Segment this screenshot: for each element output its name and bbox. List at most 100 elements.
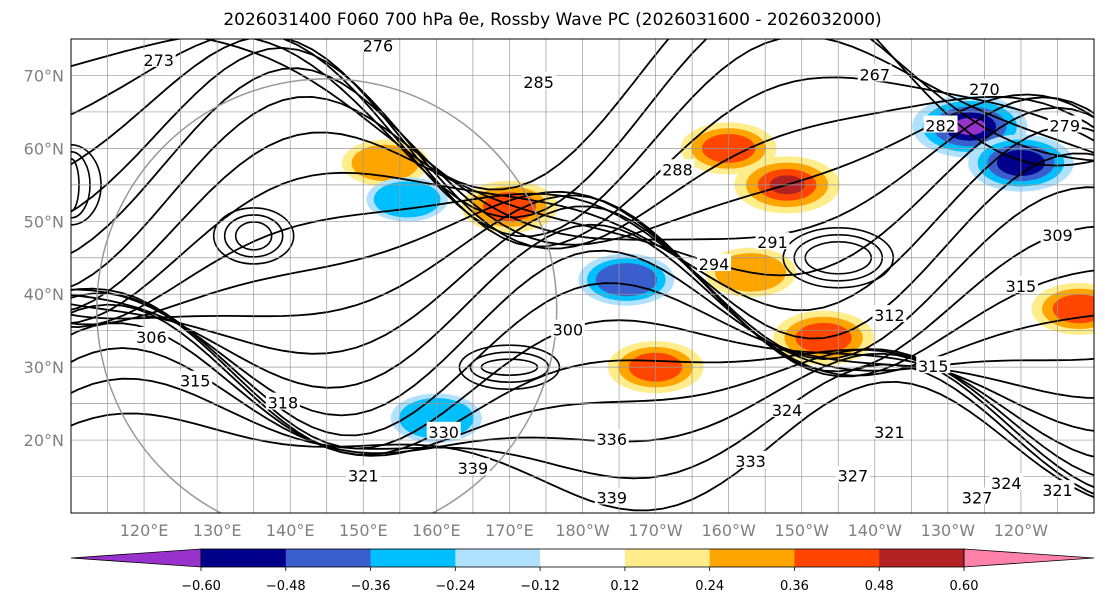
contour-label-29: 321 (348, 467, 379, 486)
contour-label-21: 330 (428, 423, 459, 442)
contour-label-bg (521, 71, 556, 89)
map-frame (70, 38, 1095, 514)
lon-tick-label: 120°W (994, 521, 1049, 540)
contour-label-16: 315 (180, 372, 211, 391)
colorbar-bin-5 (540, 549, 626, 567)
contour-label-8: 291 (757, 233, 788, 252)
lon-tick-label: 140°E (266, 521, 315, 540)
contour-label-bg (660, 159, 695, 177)
colorbar-tick-label: −0.12 (520, 579, 560, 594)
colorbar-bin-8 (794, 549, 880, 567)
contour-label-bg (989, 472, 1024, 490)
colorbar-bin-4 (455, 549, 541, 567)
contour-label-bg (426, 421, 461, 439)
contour-labels: 273 276 285 267 270 282 279 288 291 294 309 315 300 3… (134, 36, 1082, 507)
lon-tick-label: 130°W (921, 521, 976, 540)
contour-label-25: 339 (596, 488, 627, 507)
colorbar-tick-label: −0.36 (351, 579, 391, 594)
contour-label-bg (1040, 224, 1075, 242)
negative-anomaly-3-level-2 (595, 263, 657, 297)
theta-e-contour-3 (71, 322, 1094, 477)
colorbar-tick-label: 0.36 (780, 579, 809, 594)
contour-label-bg (835, 465, 870, 483)
colorbar-tick-label: −0.24 (435, 579, 475, 594)
colorbar-bin-1 (201, 549, 287, 567)
contour-label-bg (550, 319, 585, 337)
positive-anomaly-7-level-2 (1052, 294, 1094, 324)
contour-label-bg (1040, 480, 1075, 498)
theta-e-contour-12 (71, 152, 1094, 340)
lon-tick-label: 140°W (848, 521, 903, 540)
contour-label-bg (1047, 115, 1082, 133)
contour-label-28: 321 (1042, 481, 1073, 500)
contour-label-bg (134, 326, 169, 344)
colorbar-tick-label: 0.48 (865, 579, 894, 594)
lat-tick-label: 60°N (24, 139, 64, 158)
contour-label-17: 318 (268, 394, 299, 413)
graticule (71, 39, 1094, 513)
contour-label-12: 300 (553, 321, 584, 340)
colorbar-bin-2 (285, 549, 372, 567)
contour-label-7: 288 (662, 160, 693, 179)
contour-label-9: 294 (699, 255, 730, 274)
contour-label-bg (857, 64, 892, 82)
contour-label-bg (733, 450, 768, 468)
lon-tick-label: 170°E (485, 521, 534, 540)
contour-label-bg (265, 392, 300, 410)
contour-label-bg (960, 487, 995, 505)
lon-tick-label: 170°W (628, 521, 683, 540)
contour-label-10: 309 (1042, 226, 1073, 245)
chart-title: 2026031400 F060 700 hPa θe, Rossby Wave … (223, 10, 882, 30)
colorbar: −0.60 −0.48 −0.36 −0.24 −0.12 0.12 0.24 0.36 0.4… (70, 548, 1095, 594)
contour-label-2: 285 (523, 73, 554, 92)
contour-label-bg (755, 232, 790, 250)
contour-label-bg (916, 356, 951, 374)
lat-tick-label: 20°N (24, 431, 64, 450)
lon-tick-label: 150°W (775, 521, 830, 540)
lon-tick-label: 150°E (339, 521, 388, 540)
lat-tick-label: 70°N (24, 66, 64, 85)
contour-label-20: 327 (838, 467, 869, 486)
contour-label-bg (346, 465, 381, 483)
contour-label-15: 306 (136, 328, 167, 347)
contour-label-bg (360, 39, 395, 53)
contour-label-bg (1003, 275, 1038, 293)
contour-label-bg (178, 370, 213, 388)
colorbar-outline (200, 548, 965, 568)
colorbar-extend-min (70, 548, 202, 568)
contour-label-bg (770, 399, 805, 417)
lon-tick-label: 130°E (193, 521, 242, 540)
contour-label-26: 327 (962, 488, 993, 507)
contour-label-14: 315 (918, 357, 949, 376)
positive-anomaly-3-level-1 (351, 144, 419, 182)
colorbar-tick-label: 0.60 (950, 579, 979, 594)
contour-label-18: 321 (874, 423, 905, 442)
theta-e-contour-0 (71, 380, 1094, 512)
contour-label-bg (872, 305, 907, 323)
contour-label-0: 273 (143, 51, 174, 70)
contour-label-3: 267 (860, 65, 891, 84)
colorbar-tick-label: 0.12 (610, 579, 639, 594)
contour-label-bg (923, 115, 958, 133)
contour-label-24: 339 (458, 459, 489, 478)
latitude-ticks: 20°N 30°N 40°N 50°N 60°N 70°N (24, 66, 64, 450)
contour-label-bg (697, 254, 732, 272)
contour-label-22: 333 (735, 452, 766, 471)
negative-anomaly-4-level-1 (373, 181, 441, 218)
contour-label-11: 315 (1006, 277, 1037, 296)
lat-tick-label: 50°N (24, 212, 64, 231)
contour-label-19: 324 (772, 401, 803, 420)
contour-label-bg (967, 79, 1002, 97)
contour-label-bg (594, 429, 629, 447)
colorbar-bin-7 (709, 549, 795, 567)
contour-label-4: 270 (969, 80, 1000, 99)
colorbar-bin-3 (370, 549, 456, 567)
lon-tick-label: 120°E (120, 521, 169, 540)
contour-label-1: 276 (363, 36, 394, 55)
colorbar-extend-max (963, 548, 1095, 568)
lon-tick-label: 160°E (412, 521, 461, 540)
contour-label-23: 336 (596, 430, 627, 449)
contour-label-bg (141, 49, 176, 67)
colorbar-tick-label: −0.60 (181, 579, 221, 594)
contour-label-6: 279 (1049, 117, 1080, 136)
